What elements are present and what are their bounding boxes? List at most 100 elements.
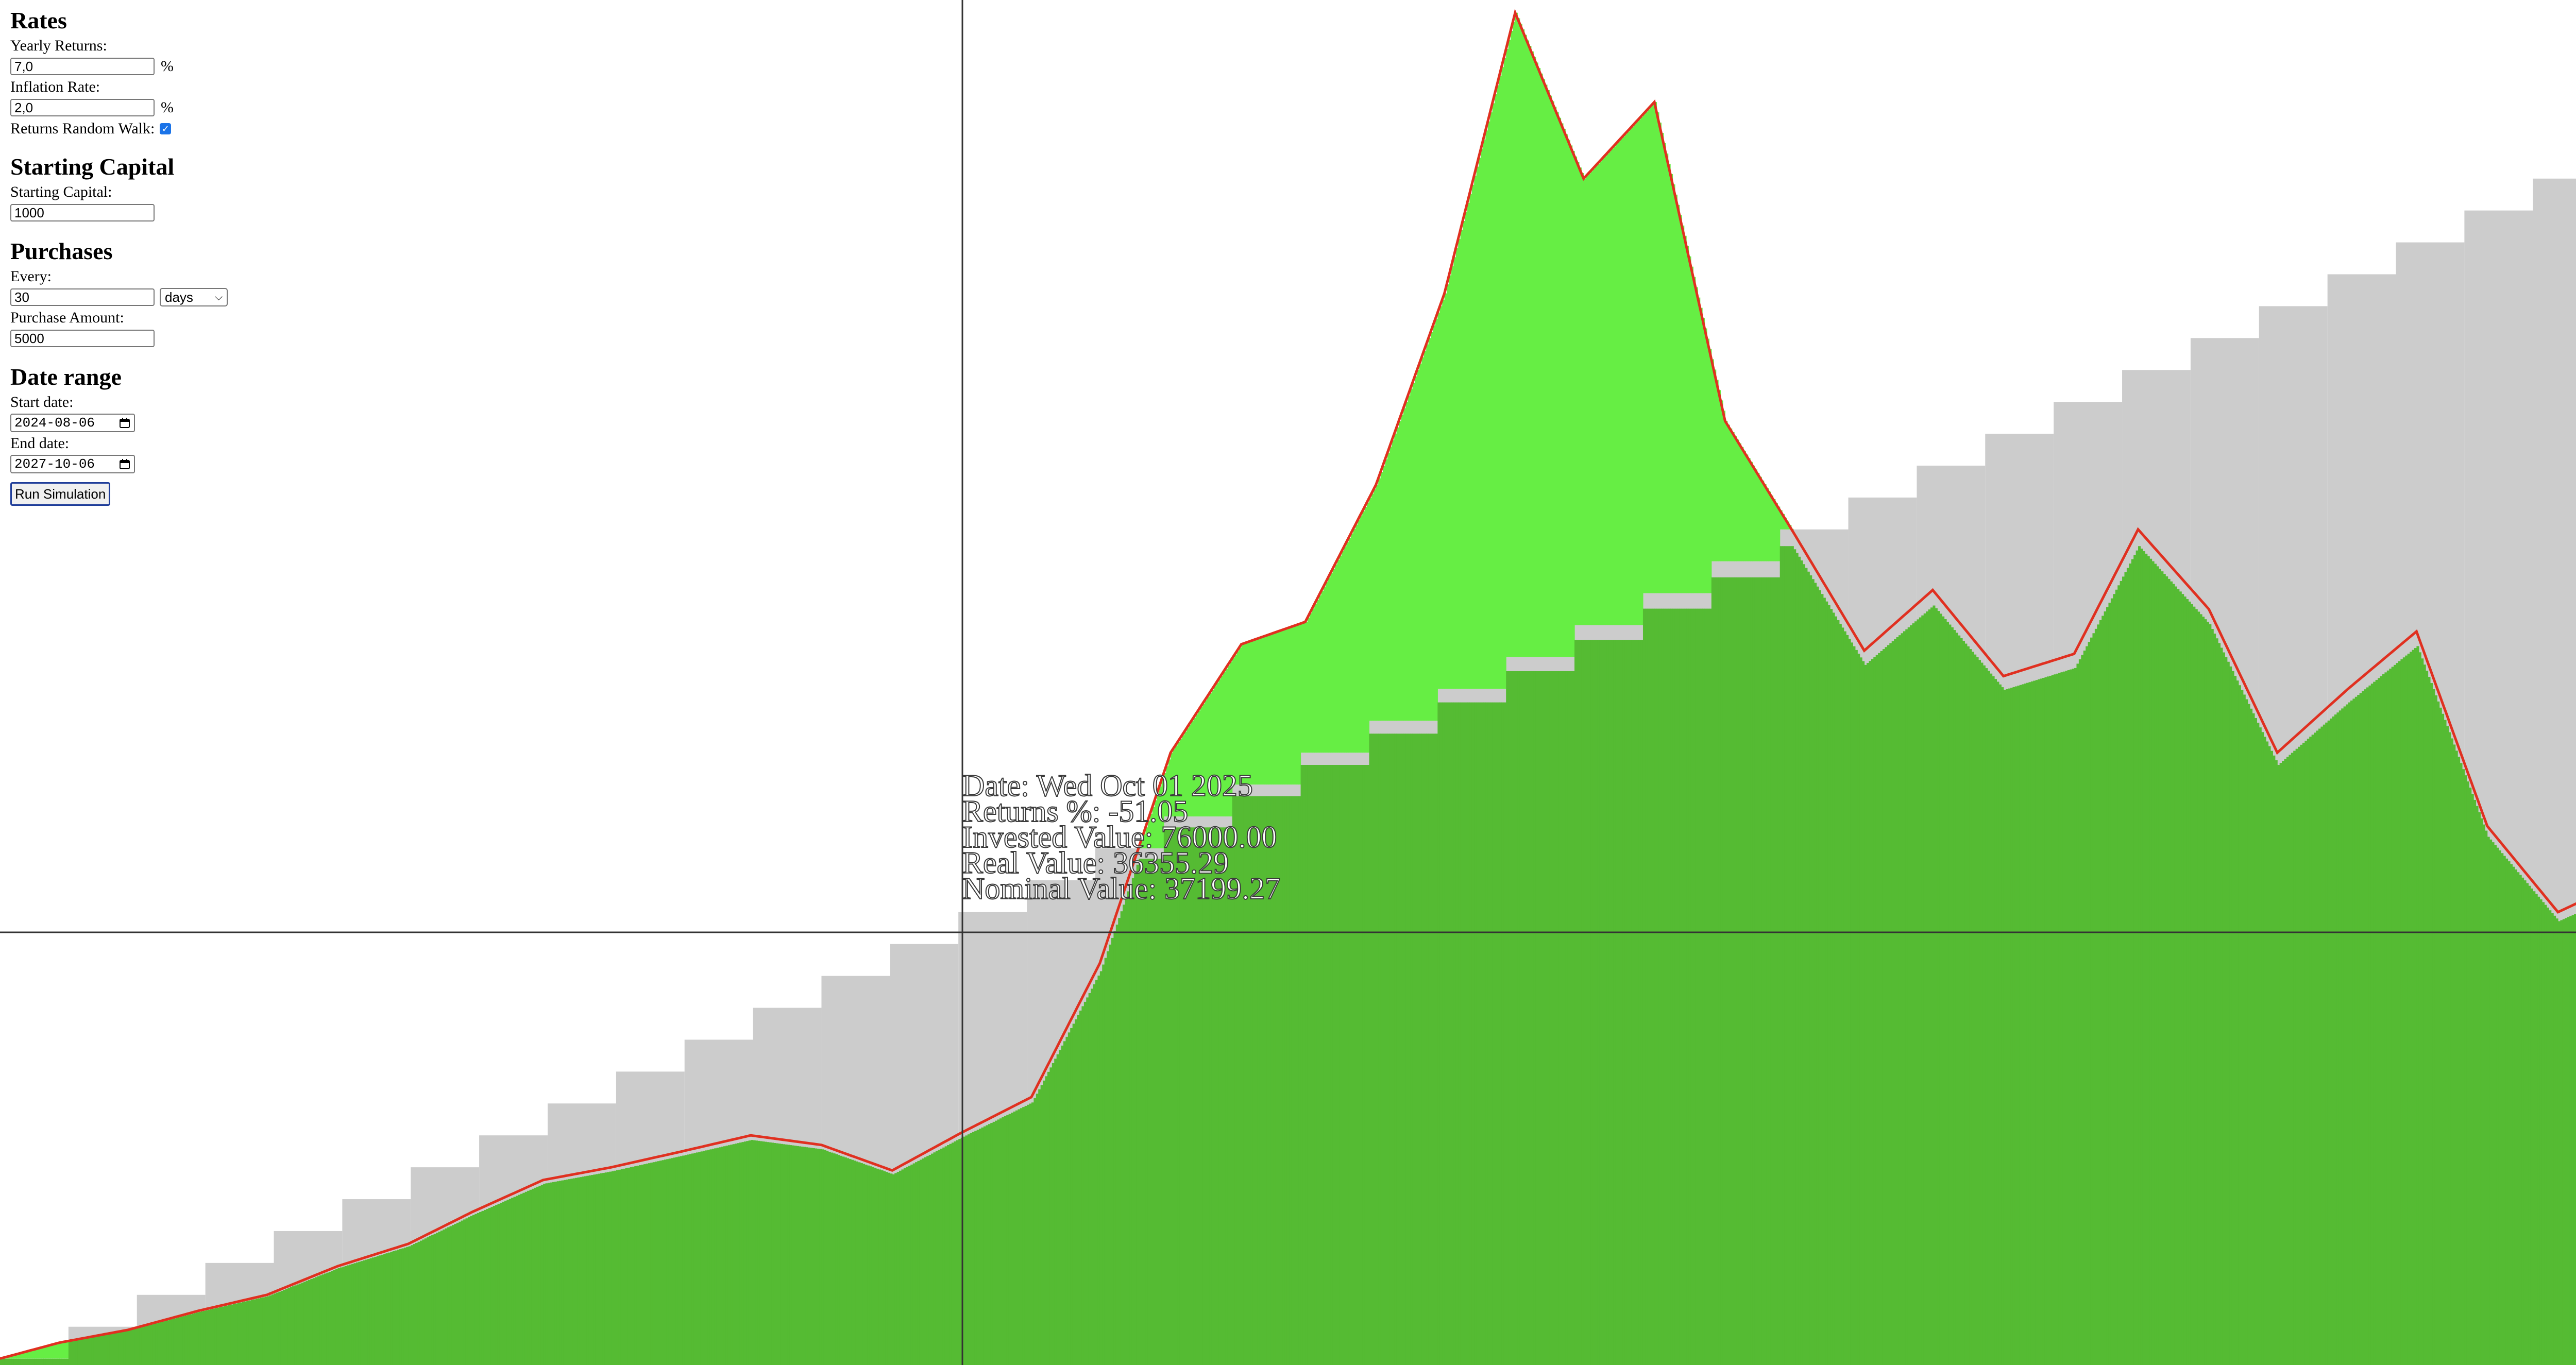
real-column xyxy=(1775,577,1778,1365)
yearly-returns-input[interactable] xyxy=(10,58,155,75)
real-column xyxy=(1583,640,1586,1365)
real-column xyxy=(2088,642,2091,1365)
run-simulation-button[interactable]: Run Simulation xyxy=(10,482,111,506)
inflation-rate-input[interactable] xyxy=(10,99,155,116)
real-column xyxy=(2366,687,2369,1365)
real-column xyxy=(1686,608,1689,1365)
real-column xyxy=(1024,1105,1027,1365)
real-column xyxy=(2277,764,2280,1365)
real-column xyxy=(1522,671,1525,1365)
end-date-input[interactable]: 2027-10-06 xyxy=(10,455,135,473)
real-column xyxy=(860,1163,863,1365)
real-column xyxy=(2359,693,2362,1365)
real-column xyxy=(2174,586,2177,1365)
real-column xyxy=(908,1166,911,1365)
nominal-column xyxy=(66,1341,69,1359)
real-column xyxy=(1378,733,1381,1365)
starting-capital-input[interactable] xyxy=(10,204,155,221)
nominal-column xyxy=(1741,447,1744,561)
real-column xyxy=(1483,702,1486,1365)
nominal-column xyxy=(1284,629,1287,785)
start-date-input[interactable]: 2024-08-06 xyxy=(10,414,135,432)
real-column xyxy=(242,1302,245,1365)
calendar-icon[interactable] xyxy=(118,417,131,429)
nominal-column xyxy=(1330,573,1333,753)
purchase-amount-input[interactable] xyxy=(10,330,155,347)
starting-capital-label: Starting Capital: xyxy=(10,183,112,200)
nominal-column xyxy=(1698,297,1701,593)
real-column xyxy=(2186,599,2189,1365)
nominal-column xyxy=(1353,529,1356,753)
real-column xyxy=(2227,661,2230,1365)
real-column xyxy=(2567,917,2570,1365)
nominal-column xyxy=(1152,807,1155,848)
real-column xyxy=(2286,757,2289,1365)
real-column xyxy=(2450,738,2453,1365)
real-column xyxy=(2544,905,2547,1365)
every-unit-select[interactable]: days ⌵ xyxy=(160,288,228,306)
real-column xyxy=(2530,888,2533,1365)
nominal-column xyxy=(1332,569,1335,753)
nominal-column xyxy=(1246,642,1249,785)
date-range-heading: Date range xyxy=(10,364,122,390)
real-column xyxy=(324,1273,327,1365)
nominal-column xyxy=(1590,171,1594,625)
real-column xyxy=(1843,631,1846,1365)
real-column xyxy=(894,1173,897,1365)
real-column xyxy=(417,1241,420,1365)
real-column xyxy=(41,1358,44,1365)
real-column xyxy=(2421,658,2424,1365)
nominal-column xyxy=(27,1351,30,1359)
real-column xyxy=(2519,875,2522,1365)
real-column xyxy=(1187,827,1190,1365)
real-column xyxy=(1862,661,1865,1365)
real-column xyxy=(1946,622,1950,1365)
real-column xyxy=(890,1173,893,1365)
random-walk-checkbox[interactable]: ✓ xyxy=(160,123,172,134)
real-column xyxy=(93,1337,96,1365)
real-column xyxy=(547,1183,551,1365)
real-column xyxy=(1608,640,1612,1365)
real-column xyxy=(883,1171,886,1365)
nominal-column xyxy=(1485,130,1488,689)
real-column xyxy=(477,1213,480,1365)
real-column xyxy=(454,1224,457,1365)
real-column xyxy=(1613,640,1616,1365)
nominal-column xyxy=(1650,107,1653,593)
real-column xyxy=(2008,688,2011,1365)
real-column xyxy=(1079,1010,1082,1365)
real-column xyxy=(2024,684,2027,1365)
real-column xyxy=(1543,671,1546,1365)
real-column xyxy=(1930,607,1934,1365)
real-column xyxy=(1449,702,1452,1365)
real-column xyxy=(1690,608,1693,1365)
nominal-column xyxy=(1658,123,1662,593)
real-column xyxy=(1948,624,1952,1365)
real-column xyxy=(1814,583,1817,1365)
real-column xyxy=(1889,643,1892,1365)
every-input[interactable] xyxy=(10,288,155,306)
real-column xyxy=(1065,1036,1069,1365)
calendar-icon[interactable] xyxy=(118,458,131,470)
real-column xyxy=(123,1331,126,1365)
real-column xyxy=(2423,664,2426,1365)
nominal-column xyxy=(1367,502,1370,753)
real-column xyxy=(303,1282,307,1365)
nominal-column xyxy=(1661,133,1664,593)
real-column xyxy=(443,1229,446,1365)
nominal-column xyxy=(1634,124,1637,625)
real-column xyxy=(974,1131,977,1365)
real-column xyxy=(415,1242,418,1365)
nominal-column xyxy=(1469,194,1472,689)
nominal-column xyxy=(1173,749,1176,817)
nominal-column xyxy=(1351,533,1354,753)
real-column xyxy=(1702,608,1705,1365)
real-column xyxy=(1166,827,1169,1365)
nominal-column xyxy=(1307,617,1310,753)
nominal-column xyxy=(1171,753,1174,817)
real-column xyxy=(1953,630,1956,1365)
nominal-column xyxy=(1508,40,1511,657)
real-column xyxy=(1189,827,1192,1365)
